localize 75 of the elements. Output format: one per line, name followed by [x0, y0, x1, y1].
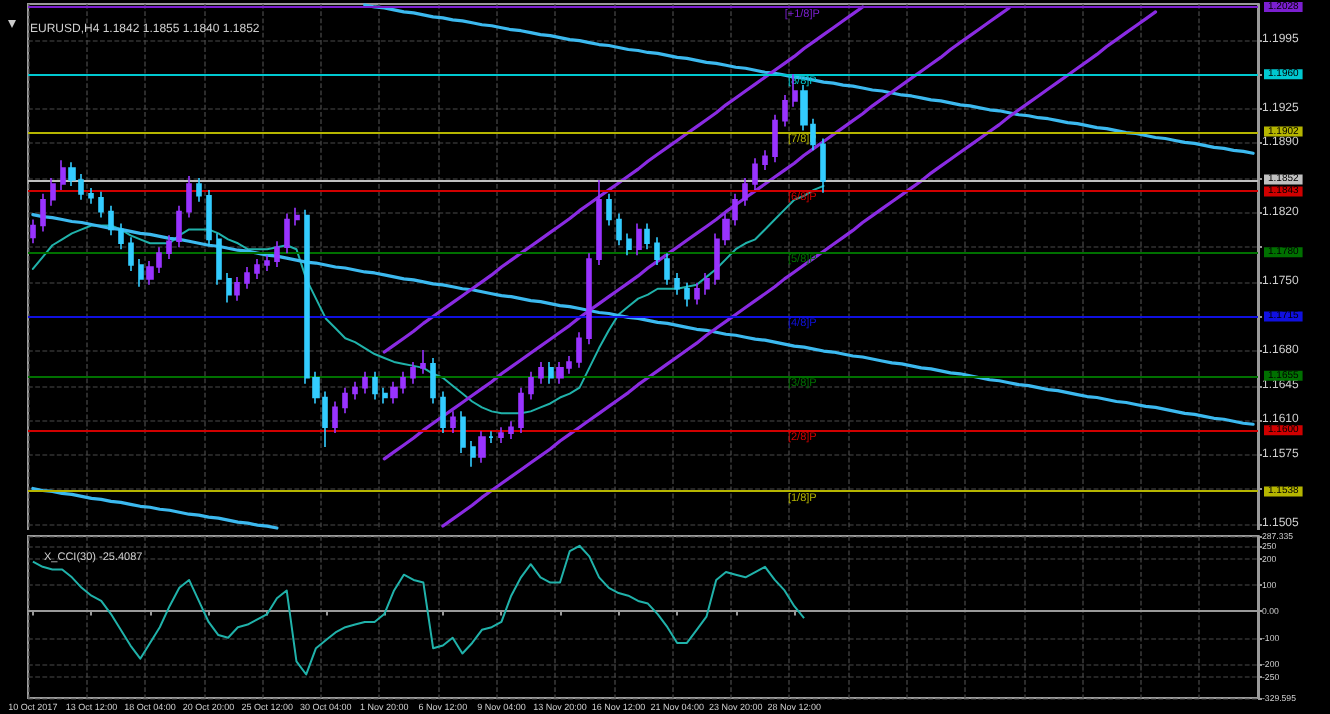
line-series — [31, 544, 806, 676]
candlestick — [420, 349, 426, 375]
candlestick — [528, 371, 534, 401]
candlestick — [644, 222, 650, 251]
candlestick — [548, 361, 554, 385]
candlestick — [50, 177, 56, 207]
candlestick — [596, 179, 602, 266]
candlestick — [488, 430, 494, 444]
candlestick — [518, 386, 524, 434]
line-series — [31, 184, 825, 415]
candlestick — [98, 191, 104, 219]
candlestick — [782, 94, 788, 128]
candlestick — [440, 390, 446, 434]
candlestick — [216, 232, 222, 286]
candlestick — [390, 380, 398, 405]
candlestick — [430, 357, 436, 405]
candlestick — [470, 440, 476, 468]
candlestick — [284, 212, 290, 254]
candlestick — [30, 218, 36, 245]
candlestick — [186, 175, 192, 219]
candlestick — [60, 159, 66, 191]
candlestick — [206, 189, 212, 247]
candlestick — [508, 420, 514, 440]
candlestick — [40, 193, 46, 233]
candlestick — [352, 380, 358, 401]
candlestick — [616, 212, 622, 247]
candlestick — [556, 361, 564, 385]
candlestick — [88, 187, 94, 205]
line-series — [382, 5, 865, 354]
candlestick — [606, 193, 612, 227]
line-series — [31, 486, 279, 530]
candlestick — [694, 282, 700, 306]
candlestick — [704, 272, 710, 296]
candlestick — [820, 137, 826, 194]
candlestick — [342, 386, 348, 415]
line-series — [441, 10, 1158, 528]
candlestick — [742, 177, 748, 207]
candlestick — [166, 234, 172, 260]
candlestick — [586, 252, 592, 345]
line-series — [382, 6, 1011, 461]
candlestick — [762, 149, 768, 171]
candlestick — [684, 282, 690, 308]
candlestick — [752, 157, 758, 191]
candlestick — [332, 400, 338, 434]
candlestick — [362, 371, 368, 395]
candlestick — [176, 204, 182, 249]
candlestick — [108, 204, 114, 237]
candlestick — [410, 361, 416, 385]
candlestick — [372, 371, 378, 401]
candlestick — [478, 430, 486, 464]
candlestick — [382, 386, 388, 405]
candlestick — [626, 232, 632, 256]
candlestick — [264, 254, 270, 272]
candlestick — [772, 113, 778, 163]
candlestick — [244, 266, 250, 290]
candlestick — [674, 272, 680, 296]
line-series — [31, 213, 1255, 426]
candlestick — [254, 258, 260, 280]
candlestick — [138, 258, 144, 288]
candlestick — [128, 236, 134, 272]
candlestick — [294, 206, 300, 227]
candlestick — [538, 361, 544, 385]
candlestick — [654, 236, 660, 266]
candlestick — [118, 222, 124, 251]
candlestick — [636, 222, 642, 256]
candlestick — [664, 252, 670, 286]
candlestick — [450, 410, 456, 434]
candlestick — [226, 272, 232, 304]
candlestick — [274, 240, 280, 268]
line-series — [363, 3, 1255, 155]
candlestick — [234, 276, 240, 302]
candlestick — [498, 426, 504, 444]
candlestick — [196, 177, 202, 203]
candlestick — [460, 410, 466, 454]
candlestick — [576, 331, 582, 369]
